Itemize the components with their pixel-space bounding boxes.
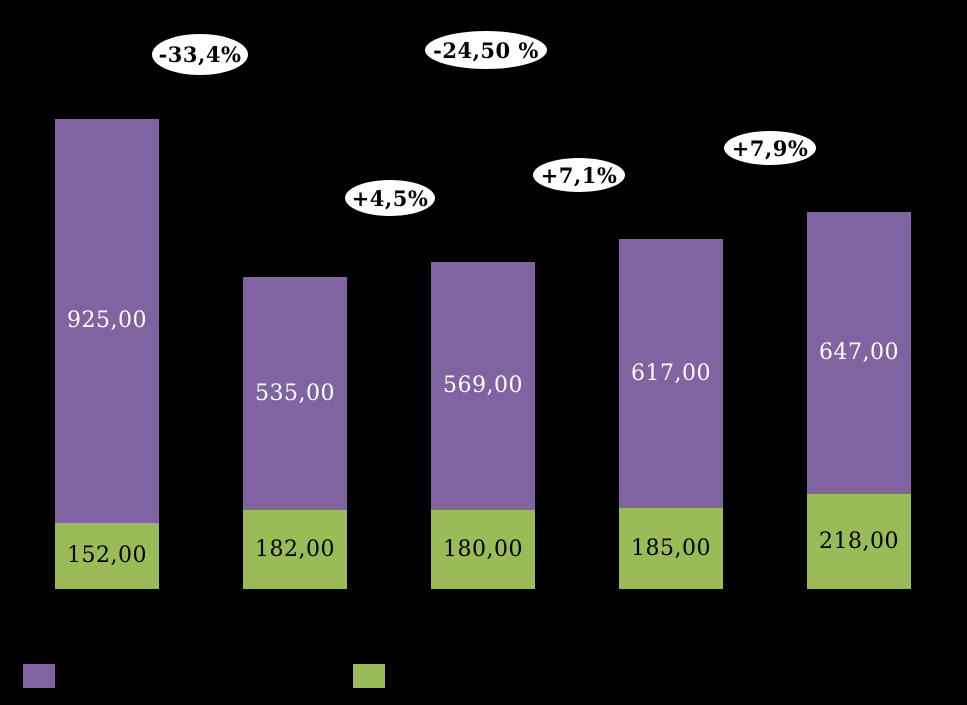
legend-swatch-purple-series [23,664,55,688]
bar-value-label: 925,00 [67,308,147,333]
bar-value-label: 185,00 [631,535,711,561]
bar-segment-purple-top-1: 925,00 [55,119,159,523]
stacked-bar-4: 617,00 185,00 [619,239,723,589]
bar-value-label: 182,00 [255,536,335,562]
bar-value-label: 569,00 [443,373,523,398]
bar-segment-green-bottom-3: 180,00 [431,510,535,589]
stacked-bar-3: 569,00 180,00 [431,262,535,589]
callout-ellipse-3: +4,5% [345,180,435,216]
stacked-bar-2: 535,00 182,00 [243,277,347,589]
bar-segment-green-bottom-4: 185,00 [619,508,723,589]
bar-value-label: 617,00 [631,360,711,386]
stacked-bar-5: 647,00 218,00 [807,212,911,589]
bar-segment-purple-top-2: 535,00 [243,277,347,510]
callout-ellipse-4: +7,1% [533,158,625,192]
bar-segment-green-bottom-5: 218,00 [807,494,911,589]
legend [0,664,967,688]
bar-value-label: 535,00 [255,380,335,406]
bar-segment-purple-top-4: 617,00 [619,239,723,508]
callout-ellipse-2: -24,50 % [425,31,547,69]
bar-value-label: 180,00 [443,536,523,562]
bar-value-label: 218,00 [819,528,899,554]
bar-segment-purple-top-3: 569,00 [431,262,535,510]
legend-swatch-green-series [353,664,385,688]
stacked-bar-1: 925,00 152,00 [55,119,159,589]
bar-value-label: 647,00 [819,340,899,365]
bar-value-label: 152,00 [67,543,147,568]
bar-segment-purple-top-5: 647,00 [807,212,911,494]
bar-segment-green-bottom-1: 152,00 [55,523,159,589]
callout-ellipse-5: +7,9% [724,131,816,165]
callout-ellipse-1: -33,4% [152,33,248,75]
bar-segment-green-bottom-2: 182,00 [243,510,347,589]
